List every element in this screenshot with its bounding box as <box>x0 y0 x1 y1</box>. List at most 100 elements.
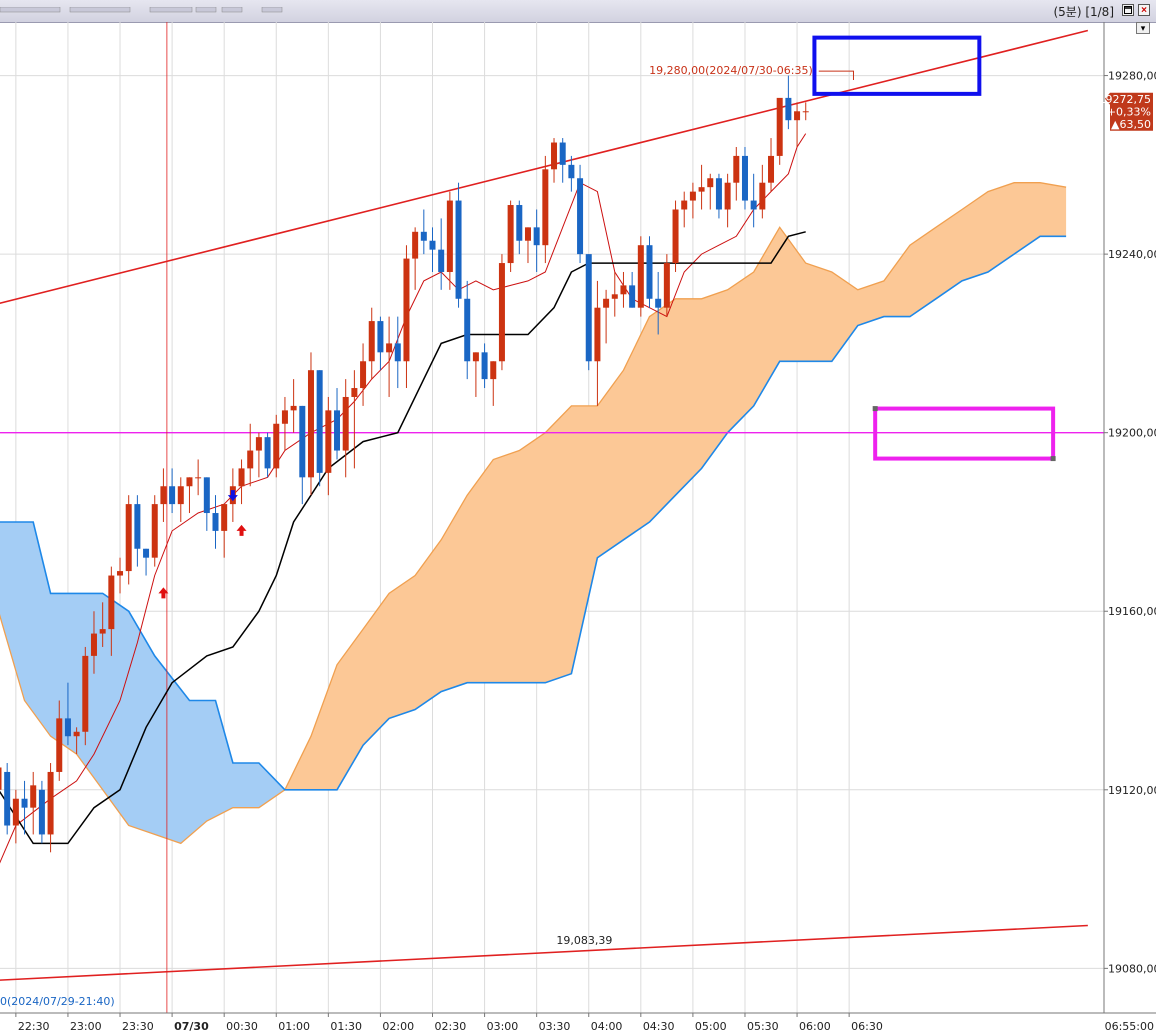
candle-body <box>0 767 2 790</box>
candle <box>733 146 740 201</box>
candle <box>637 236 644 317</box>
x-date-label: 07/30 <box>174 1020 209 1033</box>
candle <box>160 468 167 522</box>
candle-body <box>507 205 514 264</box>
candle-body <box>64 718 71 737</box>
candle-body <box>672 209 679 264</box>
candle-body <box>559 142 566 165</box>
candle <box>342 379 349 478</box>
candle-body <box>134 504 141 549</box>
candle-body <box>568 164 575 179</box>
candle-body <box>290 405 297 411</box>
candle-body <box>368 321 375 362</box>
candle <box>516 200 523 255</box>
senkou-span-b-line <box>0 235 1067 791</box>
candle <box>169 468 176 514</box>
candle <box>47 763 54 853</box>
x-tick-label: 23:00 <box>70 1020 102 1033</box>
candle-body <box>611 294 618 299</box>
candle-body <box>238 468 245 487</box>
x-tick-label: 04:30 <box>643 1020 675 1033</box>
candle <box>464 280 471 380</box>
candle <box>412 227 419 290</box>
candle <box>21 780 28 835</box>
candle <box>498 254 505 371</box>
candle <box>316 370 323 487</box>
candle <box>273 414 280 478</box>
candle <box>238 459 245 505</box>
candle <box>420 209 427 255</box>
candle-body <box>794 111 801 121</box>
candle-body <box>646 245 653 299</box>
candle-body <box>577 178 584 255</box>
candle <box>672 200 679 272</box>
candle-body <box>637 245 644 308</box>
candle-body <box>446 200 453 272</box>
candle <box>281 396 288 451</box>
box-handle <box>872 406 878 412</box>
candle-body <box>56 718 63 772</box>
candle-body <box>316 370 323 473</box>
candle <box>715 173 722 219</box>
candle-body <box>698 187 705 192</box>
candle-body <box>342 396 349 451</box>
candle-body <box>186 477 193 487</box>
tab-strip-shapes <box>0 6 283 13</box>
candle <box>394 316 401 389</box>
candle <box>4 763 11 835</box>
price-tag-change-pct: +0,33% <box>1107 105 1151 118</box>
candle <box>368 307 375 380</box>
candle <box>585 254 592 371</box>
candle-body <box>733 155 740 183</box>
candle-body <box>307 370 314 478</box>
candle-body <box>169 486 176 505</box>
candle-body <box>264 437 271 469</box>
scroll-arrow-icon[interactable]: ▾ <box>1136 22 1150 34</box>
candle <box>776 97 783 165</box>
candle <box>212 495 219 549</box>
candle-body <box>750 200 757 210</box>
candle <box>759 164 766 219</box>
y-tick-label: 19160,00 <box>1108 605 1156 618</box>
candle <box>620 271 627 308</box>
y-tick-label: 19240,00 <box>1108 248 1156 261</box>
candle <box>108 566 115 656</box>
lower-trendline <box>0 924 1088 981</box>
candle <box>247 423 254 487</box>
candle <box>90 611 97 674</box>
x-tick-label: 01:00 <box>278 1020 310 1033</box>
candle-body <box>351 388 358 397</box>
candle <box>438 218 445 290</box>
candle <box>351 370 358 469</box>
candle <box>334 388 341 460</box>
candle-body <box>438 249 445 272</box>
candle <box>377 316 384 371</box>
candle <box>768 138 775 192</box>
candlestick-chart: 19,280,00(2024/07/30-06:35) 19,083,39 0(20… <box>0 22 1156 1033</box>
candle-body <box>655 298 662 308</box>
candle-body <box>802 111 809 113</box>
candle-body <box>47 771 54 835</box>
candle-body <box>768 155 775 183</box>
candle <box>177 477 184 522</box>
restore-icon[interactable] <box>1122 4 1134 16</box>
candle-body <box>498 263 505 362</box>
candle-body <box>377 321 384 353</box>
candle-body <box>325 410 332 473</box>
close-icon[interactable]: × <box>1138 4 1150 16</box>
candle-body <box>4 771 11 826</box>
high-pointer-line <box>818 70 854 81</box>
candle-body <box>464 298 471 362</box>
candle-body <box>203 477 210 514</box>
candle-body <box>472 352 479 362</box>
candle-body <box>594 307 601 362</box>
candle <box>117 557 124 594</box>
candle <box>203 477 210 531</box>
candle <box>56 700 63 781</box>
candle <box>73 727 80 755</box>
candle-body <box>82 655 89 732</box>
candle <box>663 254 670 317</box>
x-tick-label: 00:30 <box>226 1020 258 1033</box>
kijun-sen-line <box>0 231 806 845</box>
candle <box>386 316 393 397</box>
